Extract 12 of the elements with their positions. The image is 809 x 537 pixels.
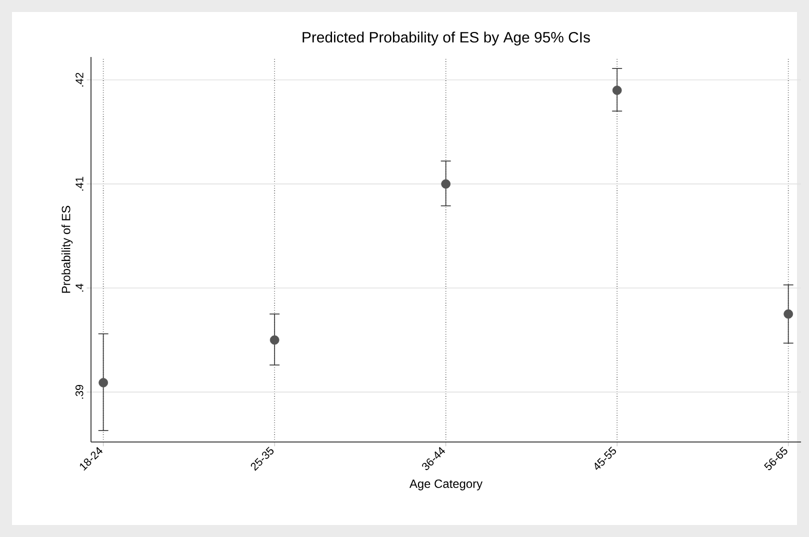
chart-title: Predicted Probability of ES by Age 95% CIs: [302, 32, 590, 46]
y-tick-label: .4: [76, 284, 84, 292]
x-axis-title: Age Category: [409, 480, 483, 490]
point: [784, 309, 794, 319]
point: [441, 179, 451, 189]
y-tick-label: .41: [76, 176, 84, 191]
y-axis-title: Probability of ES: [61, 206, 73, 293]
y-tick-label: .39: [75, 384, 84, 399]
point: [612, 86, 622, 95]
point: [270, 335, 280, 345]
y-tick-label: .42: [76, 72, 84, 87]
point: [98, 378, 108, 388]
